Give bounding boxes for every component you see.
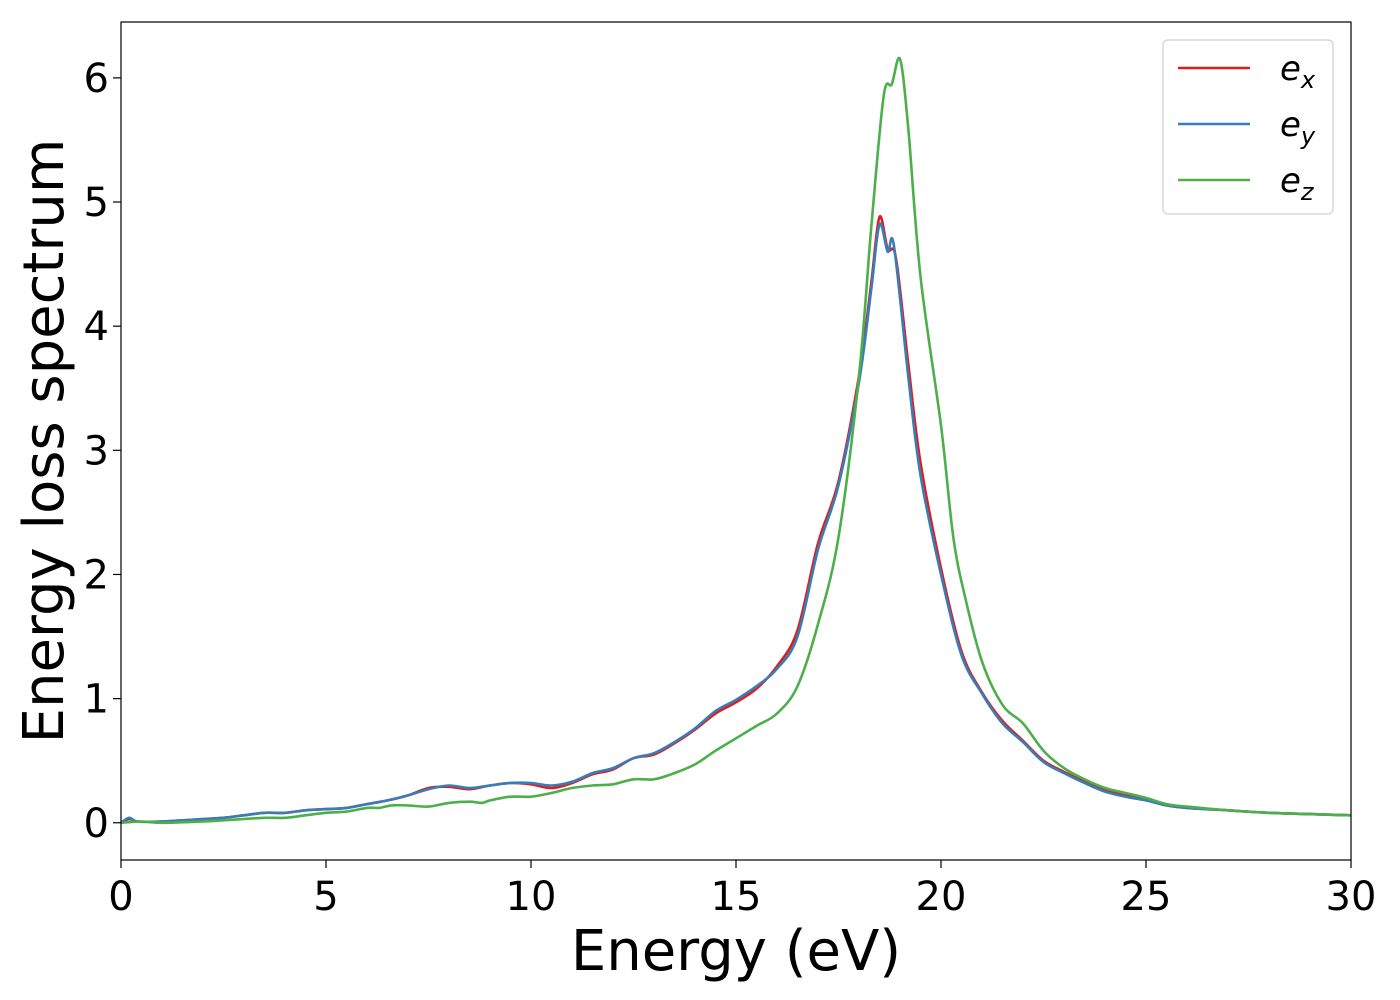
legend-label-x: ex (1280, 49, 1316, 94)
x-tick-label: 20 (916, 874, 967, 920)
legend-label-y: ey (1280, 105, 1316, 150)
legend-label-sub: z (1300, 178, 1315, 206)
legend-label-z: ez (1280, 161, 1315, 206)
series-line-z (120, 56, 1352, 825)
legend-label-sub: x (1300, 66, 1316, 94)
y-tick-label: 4 (84, 304, 109, 350)
legend-label-main: e (1280, 105, 1301, 145)
y-tick-label: 0 (84, 801, 109, 847)
y-tick-label: 1 (84, 677, 109, 723)
legend-box (1162, 39, 1334, 215)
legend-label-sub: y (1300, 122, 1316, 150)
legend-label-main: e (1280, 49, 1301, 89)
legend-label-main: e (1280, 161, 1301, 201)
x-axis-label: Energy (eV) (571, 919, 901, 984)
y-tick-label: 3 (84, 428, 109, 474)
y-tick-label: 6 (84, 56, 109, 102)
series-line-y (120, 222, 1352, 824)
y-tick-label: 5 (84, 180, 109, 226)
y-axis-ticks: 0 1 2 3 4 5 6 (84, 56, 121, 847)
x-tick-label: 25 (1121, 874, 1172, 920)
x-axis-ticks: 0 5 10 15 20 25 30 (108, 860, 1376, 920)
x-tick-label: 0 (108, 874, 133, 920)
series-lines (120, 56, 1352, 825)
x-tick-label: 30 (1326, 874, 1377, 920)
x-tick-label: 15 (711, 874, 762, 920)
x-tick-label: 5 (313, 874, 338, 920)
y-axis-label: Energy loss spectrum (12, 139, 77, 744)
x-tick-label: 10 (506, 874, 557, 920)
y-tick-label: 2 (84, 552, 109, 598)
